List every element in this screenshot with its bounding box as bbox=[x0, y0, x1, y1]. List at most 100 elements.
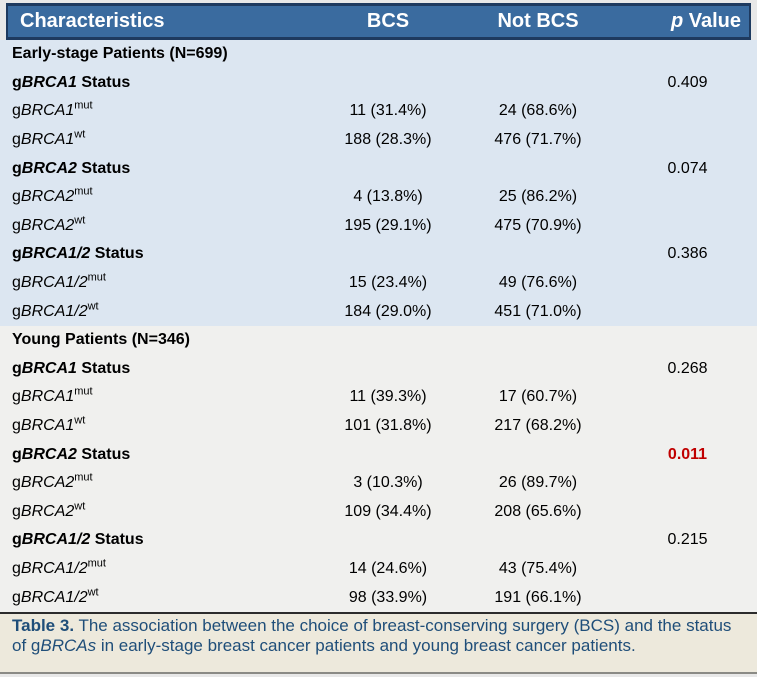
p-value: 0.215 bbox=[667, 531, 708, 549]
not-bcs-value: 43 (75.4%) bbox=[498, 559, 578, 577]
gene-superscript: wt bbox=[74, 214, 86, 227]
gene-prefix: g bbox=[12, 445, 22, 463]
row-label: gBRCA2mut bbox=[8, 471, 308, 492]
row-label: gBRCA1/2 Status bbox=[8, 531, 308, 549]
gene-superscript: wt bbox=[87, 300, 99, 313]
gene-name: BRCA1/2 bbox=[20, 274, 88, 292]
row-gbrca1-2mut: gBRCA1/2mut 14 (24.6%) 43 (75.4%) bbox=[0, 555, 757, 584]
row-gbrca1wt: gBRCA1wt 101 (31.8%) 217 (68.2%) bbox=[0, 412, 757, 441]
gene-name: BRCA1/2 bbox=[20, 559, 88, 577]
gene-prefix: g bbox=[12, 474, 21, 492]
label-suffix: Status bbox=[90, 531, 144, 549]
section-title: Early-stage Patients (N=699) bbox=[12, 45, 228, 63]
row-gbrca2-status: gBRCA2 Status 0.074 bbox=[0, 154, 757, 183]
gene-name: BRCA1 bbox=[20, 417, 75, 435]
label-suffix: Status bbox=[76, 159, 131, 177]
p-value-italic-p: p bbox=[670, 10, 684, 32]
not-bcs-value: 49 (76.6%) bbox=[498, 274, 578, 292]
not-bcs-value: 451 (71.0%) bbox=[494, 302, 582, 320]
table-body: Early-stage Patients (N=699) gBRCA1 Statu… bbox=[0, 40, 757, 612]
gene-prefix: g bbox=[12, 502, 21, 520]
gene-name: BRCA1 bbox=[20, 131, 75, 149]
gene-superscript: mut bbox=[87, 557, 106, 570]
section-early-stage: Early-stage Patients (N=699) gBRCA1 Statu… bbox=[0, 40, 757, 326]
gene-superscript: mut bbox=[74, 471, 93, 484]
bcs-value: 184 (29.0%) bbox=[344, 302, 432, 320]
gene-superscript: mut bbox=[74, 185, 93, 198]
gene-superscript: wt bbox=[74, 414, 86, 427]
section-title-row-young: Young Patients (N=346) bbox=[0, 326, 757, 355]
row-gbrca2wt: gBRCA2wt 195 (29.1%) 475 (70.9%) bbox=[0, 212, 757, 241]
gene-name: BRCA1/2 bbox=[21, 531, 91, 549]
bcs-value: 14 (24.6%) bbox=[348, 559, 428, 577]
gene-superscript: wt bbox=[87, 586, 99, 599]
column-header-p-value: p Value bbox=[608, 10, 749, 33]
bcs-value: 101 (31.8%) bbox=[344, 417, 432, 435]
column-header-characteristics: Characteristics bbox=[20, 10, 165, 32]
row-label: gBRCA2mut bbox=[8, 185, 308, 206]
row-gbrca1mut: gBRCA1mut 11 (31.4%) 24 (68.6%) bbox=[0, 97, 757, 126]
row-label: gBRCA2wt bbox=[8, 501, 308, 521]
bcs-value: 15 (23.4%) bbox=[348, 274, 428, 292]
bcs-value: 188 (28.3%) bbox=[344, 131, 432, 149]
row-label: gBRCA1mut bbox=[8, 386, 308, 406]
caption-text-segment: The association between the choice of br… bbox=[12, 615, 732, 655]
row-label: gBRCA1/2mut bbox=[8, 271, 308, 292]
row-label: gBRCA2 Status bbox=[8, 446, 308, 464]
bcs-value: 3 (10.3%) bbox=[353, 474, 423, 492]
row-gbrca1-2-status: gBRCA1/2 Status 0.386 bbox=[0, 240, 757, 269]
gene-prefix: g bbox=[12, 559, 21, 577]
not-bcs-value: 191 (66.1%) bbox=[494, 588, 582, 606]
not-bcs-value: 217 (68.2%) bbox=[494, 417, 582, 435]
gene-superscript: mut bbox=[74, 386, 93, 399]
section-title: Young Patients (N=346) bbox=[12, 331, 190, 349]
gene-prefix: g bbox=[12, 388, 21, 406]
gene-name: BRCA2 bbox=[21, 159, 77, 177]
gene-prefix: g bbox=[12, 274, 21, 292]
gene-superscript: wt bbox=[74, 128, 86, 141]
label-suffix: Status bbox=[76, 445, 131, 463]
gene-prefix: g bbox=[12, 531, 22, 549]
gene-name: BRCA2 bbox=[20, 216, 75, 234]
bcs-value: 98 (33.9%) bbox=[348, 588, 428, 606]
bcs-value: 11 (31.4%) bbox=[349, 102, 427, 120]
gene-prefix: g bbox=[12, 188, 21, 206]
not-bcs-value: 26 (89.7%) bbox=[498, 474, 578, 492]
gene-name: BRCA1 bbox=[21, 73, 77, 91]
gene-name: BRCA1 bbox=[21, 359, 77, 377]
not-bcs-value: 208 (65.6%) bbox=[494, 502, 582, 520]
row-label: gBRCA1/2mut bbox=[8, 557, 308, 578]
gene-name: BRCA1/2 bbox=[21, 245, 91, 263]
row-gbrca1wt: gBRCA1wt 188 (28.3%) 476 (71.7%) bbox=[0, 126, 757, 155]
row-gbrca1-2wt: gBRCA1/2wt 184 (29.0%) 451 (71.0%) bbox=[0, 297, 757, 326]
gene-prefix: g bbox=[12, 245, 22, 263]
not-bcs-value: 25 (86.2%) bbox=[498, 188, 578, 206]
section-title-row-early-stage: Early-stage Patients (N=699) bbox=[0, 40, 757, 69]
row-gbrca2-status: gBRCA2 Status 0.011 bbox=[0, 440, 757, 469]
caption-table-number: Table 3. bbox=[12, 615, 75, 635]
row-gbrca1mut: gBRCA1mut 11 (39.3%) 17 (60.7%) bbox=[0, 383, 757, 412]
gene-superscript: mut bbox=[74, 100, 93, 113]
row-label: gBRCA1 Status bbox=[8, 74, 308, 92]
bcs-value: 11 (39.3%) bbox=[349, 388, 427, 406]
caption-text-segment: in early-stage breast cancer patients an… bbox=[96, 635, 636, 655]
gene-superscript: mut bbox=[87, 271, 106, 284]
p-value-word: Value bbox=[683, 10, 741, 32]
gene-name: BRCA1 bbox=[20, 102, 75, 120]
bcs-value: 195 (29.1%) bbox=[344, 216, 432, 234]
gene-prefix: g bbox=[12, 417, 21, 435]
not-bcs-value: 476 (71.7%) bbox=[494, 131, 582, 149]
bcs-value: 4 (13.8%) bbox=[353, 188, 423, 206]
bcs-value: 109 (34.4%) bbox=[344, 502, 432, 520]
gene-name: BRCA2 bbox=[21, 445, 77, 463]
gene-prefix: g bbox=[12, 302, 21, 320]
row-gbrca1-2wt: gBRCA1/2wt 98 (33.9%) 191 (66.1%) bbox=[0, 583, 757, 612]
row-gbrca1-2-status: gBRCA1/2 Status 0.215 bbox=[0, 526, 757, 555]
gene-prefix: g bbox=[12, 159, 22, 177]
row-gbrca2wt: gBRCA2wt 109 (34.4%) 208 (65.6%) bbox=[0, 498, 757, 527]
gene-name: BRCA2 bbox=[20, 502, 75, 520]
not-bcs-value: 475 (70.9%) bbox=[494, 216, 582, 234]
p-value: 0.074 bbox=[667, 159, 708, 177]
gene-prefix: g bbox=[12, 359, 22, 377]
